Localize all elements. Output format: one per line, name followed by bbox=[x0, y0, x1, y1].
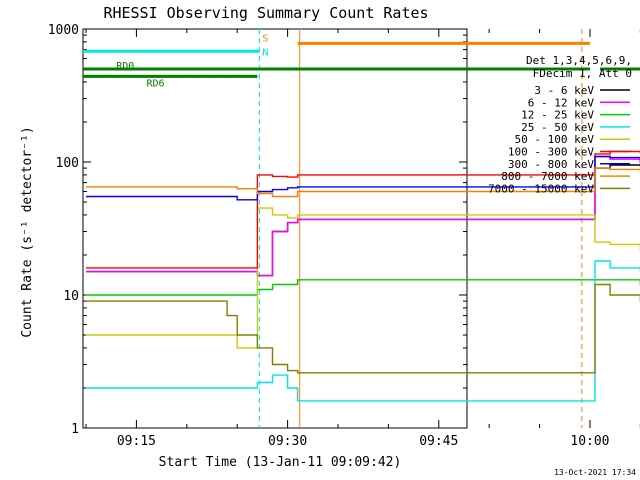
plot-area: 110100100009:1509:3009:4510:0010:1510:30… bbox=[48, 23, 640, 449]
x-axis-label: Start Time (13-Jan-11 09:09:42) bbox=[159, 455, 402, 470]
series-line bbox=[86, 155, 640, 277]
chart-title: RHESSI Observing Summary Count Rates bbox=[103, 4, 428, 22]
legend-header: FDecim 1, Att 0 bbox=[533, 67, 632, 80]
legend-label: 12 - 25 keV bbox=[521, 109, 594, 122]
legend-label: 6 - 12 keV bbox=[528, 96, 595, 109]
flag-label-s: S bbox=[262, 33, 268, 44]
legend-label: 25 - 50 keV bbox=[521, 121, 594, 134]
y-tick-label: 1000 bbox=[48, 23, 79, 38]
legend-label: 800 - 7000 keV bbox=[501, 170, 594, 183]
legend-label: 100 - 300 keV bbox=[508, 146, 594, 159]
legend-label: 7000 - 15000 keV bbox=[488, 182, 594, 195]
legend-label: 50 - 100 keV bbox=[515, 133, 595, 146]
series-line bbox=[86, 167, 640, 198]
footer-timestamp: 13-Oct-2021 17:34 bbox=[554, 468, 636, 477]
series-line bbox=[86, 279, 640, 296]
flag-label-rd0: RD0 bbox=[116, 61, 134, 72]
series-line bbox=[86, 283, 640, 374]
y-tick-label: 10 bbox=[63, 289, 79, 304]
legend-label: 300 - 800 keV bbox=[508, 158, 594, 171]
series-line bbox=[86, 207, 640, 349]
legend: Det 1,3,4,5,6,9,FDecim 1, Att 0 3 - 6 keV… bbox=[488, 54, 632, 195]
x-tick-label: 09:30 bbox=[268, 434, 307, 449]
legend-label: 3 - 6 keV bbox=[534, 84, 594, 97]
plot-frame bbox=[82, 28, 468, 429]
series-line bbox=[86, 155, 640, 201]
series-line bbox=[86, 150, 640, 269]
y-axis-label: Count Rate (s⁻¹ detector⁻¹) bbox=[20, 126, 35, 337]
x-tick-label: 10:00 bbox=[570, 434, 609, 449]
y-tick-label: 100 bbox=[56, 156, 79, 171]
series-line bbox=[86, 260, 640, 402]
flag-label-n: N bbox=[262, 47, 268, 58]
x-tick-label: 09:15 bbox=[117, 434, 156, 449]
y-tick-label: 1 bbox=[71, 422, 79, 437]
flag-label-rd6: RD6 bbox=[146, 78, 164, 89]
x-tick-label: 09:45 bbox=[419, 434, 458, 449]
legend-header: Det 1,3,4,5,6,9, bbox=[526, 54, 632, 67]
